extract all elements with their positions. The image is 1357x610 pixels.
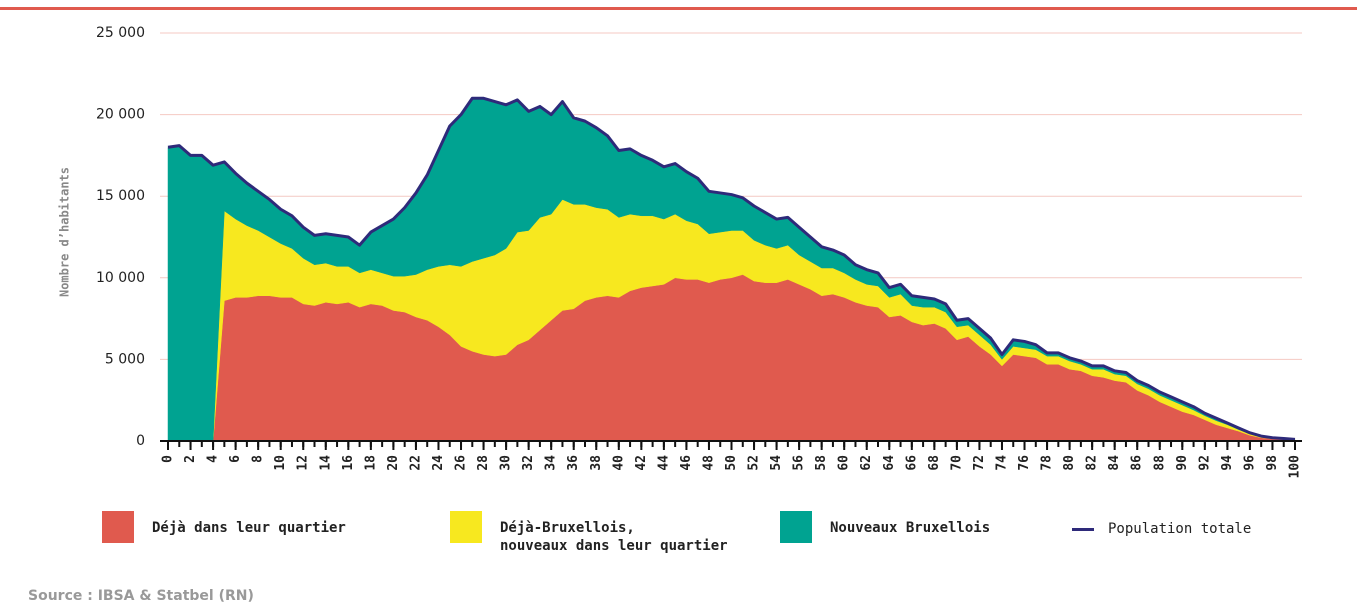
x-tick-label: 2: [183, 455, 198, 463]
x-tick-label: 12: [296, 455, 311, 471]
x-tick-label: 14: [318, 455, 333, 471]
y-axis-label: Nombre d’habitants: [58, 167, 72, 297]
x-tick-label: 46: [679, 455, 694, 471]
x-tick-label: 10: [273, 455, 288, 471]
x-tick-label: 44: [656, 455, 671, 471]
x-tick-label: 16: [341, 455, 356, 471]
x-tick-label: 84: [1107, 455, 1122, 471]
x-tick-label: 70: [949, 455, 964, 471]
x-tick-label: 36: [566, 455, 581, 471]
x-tick-label: 6: [228, 455, 243, 463]
x-tick-label: 68: [927, 455, 942, 471]
x-tick-label: 42: [634, 455, 649, 471]
x-tick-label: 72: [972, 455, 987, 471]
x-tick-label: 4: [206, 455, 221, 463]
legend-item: Nouveaux Bruxellois: [780, 511, 990, 543]
y-tick-label: 10 000: [96, 270, 145, 286]
x-tick-label: 60: [837, 455, 852, 471]
x-tick-label: 82: [1085, 455, 1100, 471]
legend-item: Population totale: [1072, 520, 1251, 538]
y-tick-label: 5 000: [105, 351, 145, 367]
x-tick-label: 92: [1197, 455, 1212, 471]
legend-swatch: [1072, 528, 1094, 531]
chart: Nombre d’habitants 0 5 000 10 000 15 000 20 …: [0, 7, 1357, 479]
x-tick-label: 56: [792, 455, 807, 471]
legend-label: Nouveaux Bruxellois: [830, 520, 991, 536]
x-tick-label: 50: [724, 455, 739, 471]
x-tick-label: 96: [1242, 455, 1257, 471]
x-tick-label: 88: [1152, 455, 1167, 471]
total-line: [167, 96, 1296, 441]
x-tick-label: 52: [747, 455, 762, 471]
legend-label: Déjà dans leur quartier: [152, 520, 346, 536]
y-tick-label: 20 000: [96, 107, 145, 123]
legend-label: Déjà-Bruxellois, nouveaux dans leur quar…: [500, 520, 728, 554]
legend-item: Déjà dans leur quartier: [102, 511, 346, 543]
x-tick-label: 0: [161, 455, 176, 463]
x-tick-label: 40: [611, 455, 626, 471]
y-tick-label: 0: [136, 433, 145, 449]
x-tick-label: 30: [499, 455, 514, 471]
legend-swatch: [450, 511, 482, 543]
x-tick-label: 32: [521, 455, 536, 471]
x-tick-label: 26: [454, 455, 469, 471]
x-tick-label: 100: [1288, 455, 1303, 479]
x-tick-label: 18: [363, 455, 378, 471]
source: Source : IBSA & Statbel (RN): [28, 588, 254, 604]
x-tick-label: 54: [769, 455, 784, 471]
x-tick-label: 74: [994, 455, 1009, 471]
x-tick-label: 80: [1062, 455, 1077, 471]
x-tick-label: 8: [251, 455, 266, 463]
legend-swatch: [102, 511, 134, 543]
x-tick-label: 64: [882, 455, 897, 471]
x-tick-label: 24: [431, 455, 446, 471]
x-tick-label: 62: [859, 455, 874, 471]
x-tick-label: 86: [1130, 455, 1145, 471]
y-tick-label: 15 000: [96, 188, 145, 204]
legend-item: Déjà-Bruxellois, nouveaux dans leur quar…: [450, 511, 728, 555]
x-tick-label: 76: [1017, 455, 1032, 471]
x-tick-label: 22: [408, 455, 423, 471]
legend-swatch: [780, 511, 812, 543]
x-tick-label: 20: [386, 455, 401, 471]
x-tick-label: 78: [1040, 455, 1055, 471]
x-tick-label: 98: [1265, 455, 1280, 471]
x-tick-label: 90: [1175, 455, 1190, 471]
x-tick-label: 28: [476, 455, 491, 471]
y-tick-label: 25 000: [96, 25, 145, 41]
x-tick-label: 48: [701, 455, 716, 471]
x-tick-label: 66: [904, 455, 919, 471]
x-tick-label: 34: [544, 455, 559, 471]
x-tick-label: 38: [589, 455, 604, 471]
legend-label: Population totale: [1108, 521, 1252, 537]
top-rule: [0, 7, 1357, 10]
x-tick-label: 58: [814, 455, 829, 471]
x-tick-label: 94: [1220, 455, 1235, 471]
